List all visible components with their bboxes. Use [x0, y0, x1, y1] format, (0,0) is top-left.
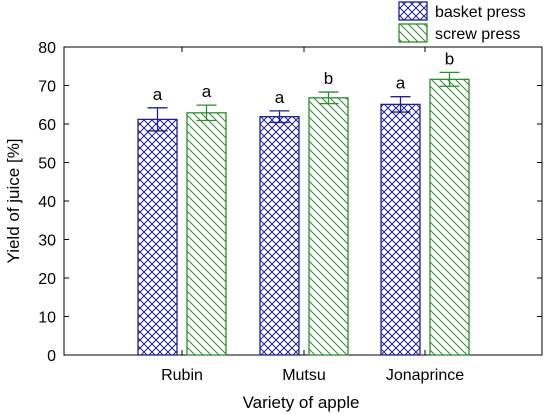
bar-basket-press-mutsu: [259, 116, 300, 356]
y-tick-label: 70: [38, 79, 56, 96]
plot-frame: [63, 46, 543, 356]
legend-swatch-basket-press: [398, 1, 428, 21]
y-tick-label: 30: [38, 233, 56, 250]
x-tick-label-jonaprince: Jonaprince: [386, 367, 464, 384]
y-tick-label: 10: [38, 310, 56, 327]
bar-screw-press-rubin: [186, 112, 227, 356]
significance-label: a: [202, 82, 212, 101]
significance-label: a: [396, 74, 406, 93]
bar-screw-press-mutsu: [308, 97, 349, 356]
x-tick-label-mutsu: Mutsu: [282, 367, 326, 384]
significance-label: b: [445, 49, 454, 68]
y-tick-label: 60: [38, 117, 56, 134]
bar-screw-press-jonaprince: [429, 78, 470, 356]
y-tick-label: 0: [47, 348, 56, 365]
legend-swatch-screw-press: [398, 23, 428, 43]
significance-label: b: [324, 69, 333, 88]
legend-label-basket-press: basket press: [435, 4, 526, 21]
significance-label: a: [153, 85, 163, 104]
legend-label-screw-press: screw press: [435, 26, 520, 43]
significance-label: a: [275, 88, 285, 107]
x-tick-label-rubin: Rubin: [161, 367, 203, 384]
y-tick-label: 40: [38, 194, 56, 211]
bar-basket-press-rubin: [137, 118, 178, 356]
y-tick-label: 50: [38, 156, 56, 173]
bar-basket-press-jonaprince: [380, 103, 421, 356]
x-axis-title: Variety of apple: [243, 393, 360, 412]
y-tick-label: 80: [38, 40, 56, 57]
legend: basket press screw press: [398, 1, 526, 43]
y-axis-title: Yield of juice [%]: [4, 138, 23, 263]
y-tick-label: 20: [38, 271, 56, 288]
